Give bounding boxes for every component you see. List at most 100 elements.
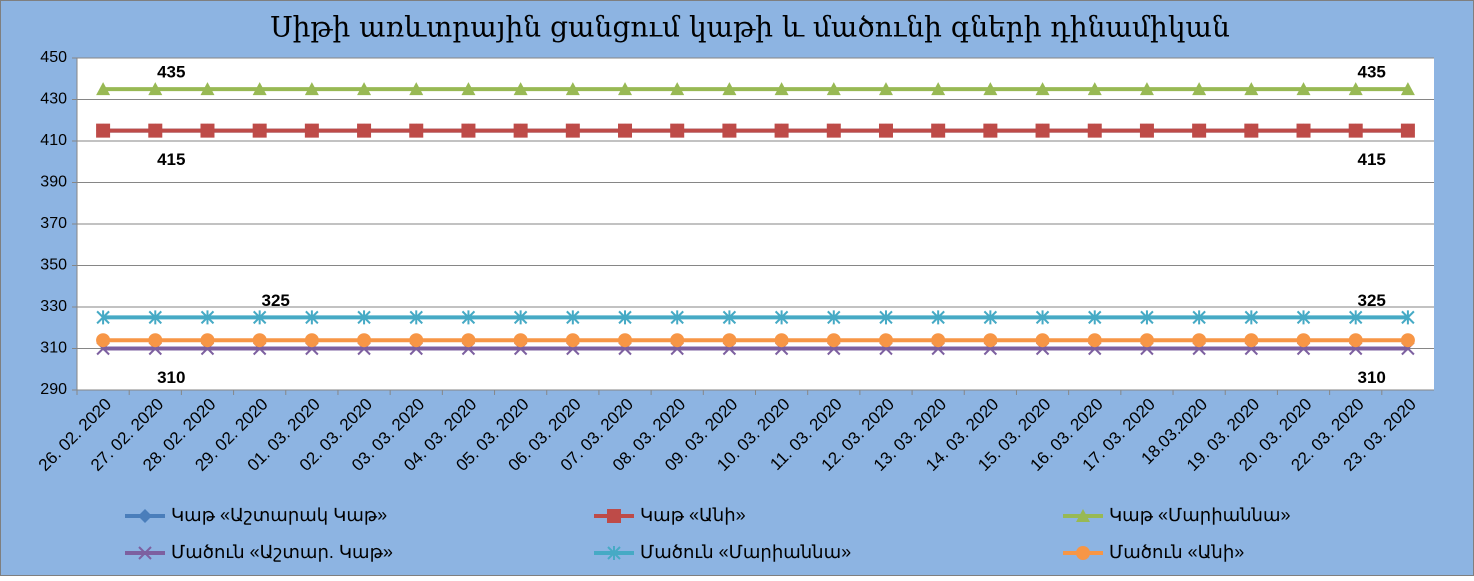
point-marker (513, 82, 528, 96)
point-marker (409, 333, 424, 348)
point-marker (878, 123, 893, 138)
point-marker (148, 310, 162, 325)
point-marker (1035, 333, 1050, 348)
point-marker (1088, 310, 1102, 325)
point-marker (1035, 82, 1050, 96)
legend-marker (607, 509, 621, 523)
point-marker (1401, 310, 1415, 325)
point-marker (1244, 310, 1259, 325)
point-marker (618, 310, 632, 325)
point-marker (1348, 333, 1363, 348)
point-marker (1139, 82, 1154, 96)
legend-label: Կաթ «Աշտարակ Կաթ» (171, 505, 387, 525)
point-marker (878, 333, 893, 348)
point-marker (461, 310, 476, 325)
point-marker (304, 82, 319, 96)
point-marker (461, 333, 476, 348)
point-marker (252, 333, 267, 348)
data-label: 325 (1358, 291, 1386, 310)
point-marker (409, 310, 423, 325)
point-marker (96, 310, 110, 325)
point-marker (305, 310, 319, 325)
y-tick-label: 370 (40, 215, 67, 232)
legend-marker (607, 546, 621, 560)
legend-marker (138, 546, 152, 560)
point-marker (983, 82, 998, 96)
point-marker (1296, 82, 1311, 96)
point-marker (409, 123, 424, 138)
point-marker (1296, 123, 1311, 138)
y-tick-label: 450 (40, 49, 67, 66)
point-marker (931, 310, 945, 325)
data-label: 310 (1358, 368, 1386, 387)
point-marker (1087, 82, 1102, 96)
y-tick-label: 310 (40, 340, 67, 357)
point-marker (879, 310, 893, 325)
point-marker (1192, 123, 1207, 138)
point-marker (722, 333, 737, 348)
point-marker (357, 82, 372, 96)
point-marker (931, 333, 946, 348)
point-marker (826, 82, 841, 96)
data-label: 435 (157, 63, 185, 82)
point-marker (983, 310, 998, 325)
point-marker (618, 123, 633, 138)
point-marker (1192, 310, 1206, 325)
point-marker (1400, 333, 1415, 348)
point-marker (96, 333, 111, 348)
data-label: 415 (157, 150, 185, 169)
legend-label: Մածուն «Անի» (1109, 542, 1244, 562)
point-marker (826, 123, 841, 138)
point-marker (357, 333, 372, 348)
data-label: 310 (157, 368, 185, 387)
point-marker (1400, 123, 1415, 138)
point-marker (826, 333, 841, 348)
data-label: 435 (1358, 63, 1386, 82)
point-marker (774, 82, 789, 96)
data-label: 415 (1358, 150, 1386, 169)
point-marker (357, 310, 371, 325)
point-marker (461, 123, 476, 138)
point-marker (1087, 123, 1102, 138)
point-marker (774, 333, 789, 348)
point-marker (670, 123, 685, 138)
point-marker (670, 82, 685, 96)
point-marker (722, 123, 737, 138)
point-marker (1400, 82, 1415, 96)
point-marker (1192, 333, 1207, 348)
point-marker (513, 333, 528, 348)
legend-marker (1076, 546, 1090, 560)
y-tick-label: 330 (40, 298, 67, 315)
point-marker (200, 82, 215, 96)
point-marker (1192, 82, 1207, 96)
point-marker (774, 123, 789, 138)
point-marker (983, 333, 998, 348)
chart-title: Սիթի առևտրային ցանցում կաթի և մածունի գն… (270, 11, 1230, 44)
point-marker (304, 123, 319, 138)
data-label: 325 (261, 291, 289, 310)
point-marker (670, 333, 685, 348)
point-marker (1087, 333, 1102, 348)
point-marker (618, 333, 633, 348)
point-marker (670, 310, 684, 325)
point-marker (1244, 82, 1259, 96)
point-marker (96, 82, 111, 96)
y-tick-label: 290 (40, 381, 67, 398)
point-marker (565, 333, 580, 348)
point-marker (513, 310, 528, 325)
point-marker (983, 123, 998, 138)
point-marker (1348, 82, 1363, 96)
point-marker (200, 123, 215, 138)
point-marker (774, 310, 789, 325)
point-marker (931, 82, 946, 96)
legend-label: Մածուն «Աշտար. Կաթ» (171, 542, 393, 562)
point-marker (1140, 310, 1154, 325)
point-marker (1349, 310, 1363, 325)
point-marker (565, 123, 580, 138)
point-marker (1139, 123, 1154, 138)
point-marker (1035, 310, 1050, 325)
point-marker (878, 82, 893, 96)
point-marker (252, 82, 267, 96)
point-marker (148, 82, 163, 96)
